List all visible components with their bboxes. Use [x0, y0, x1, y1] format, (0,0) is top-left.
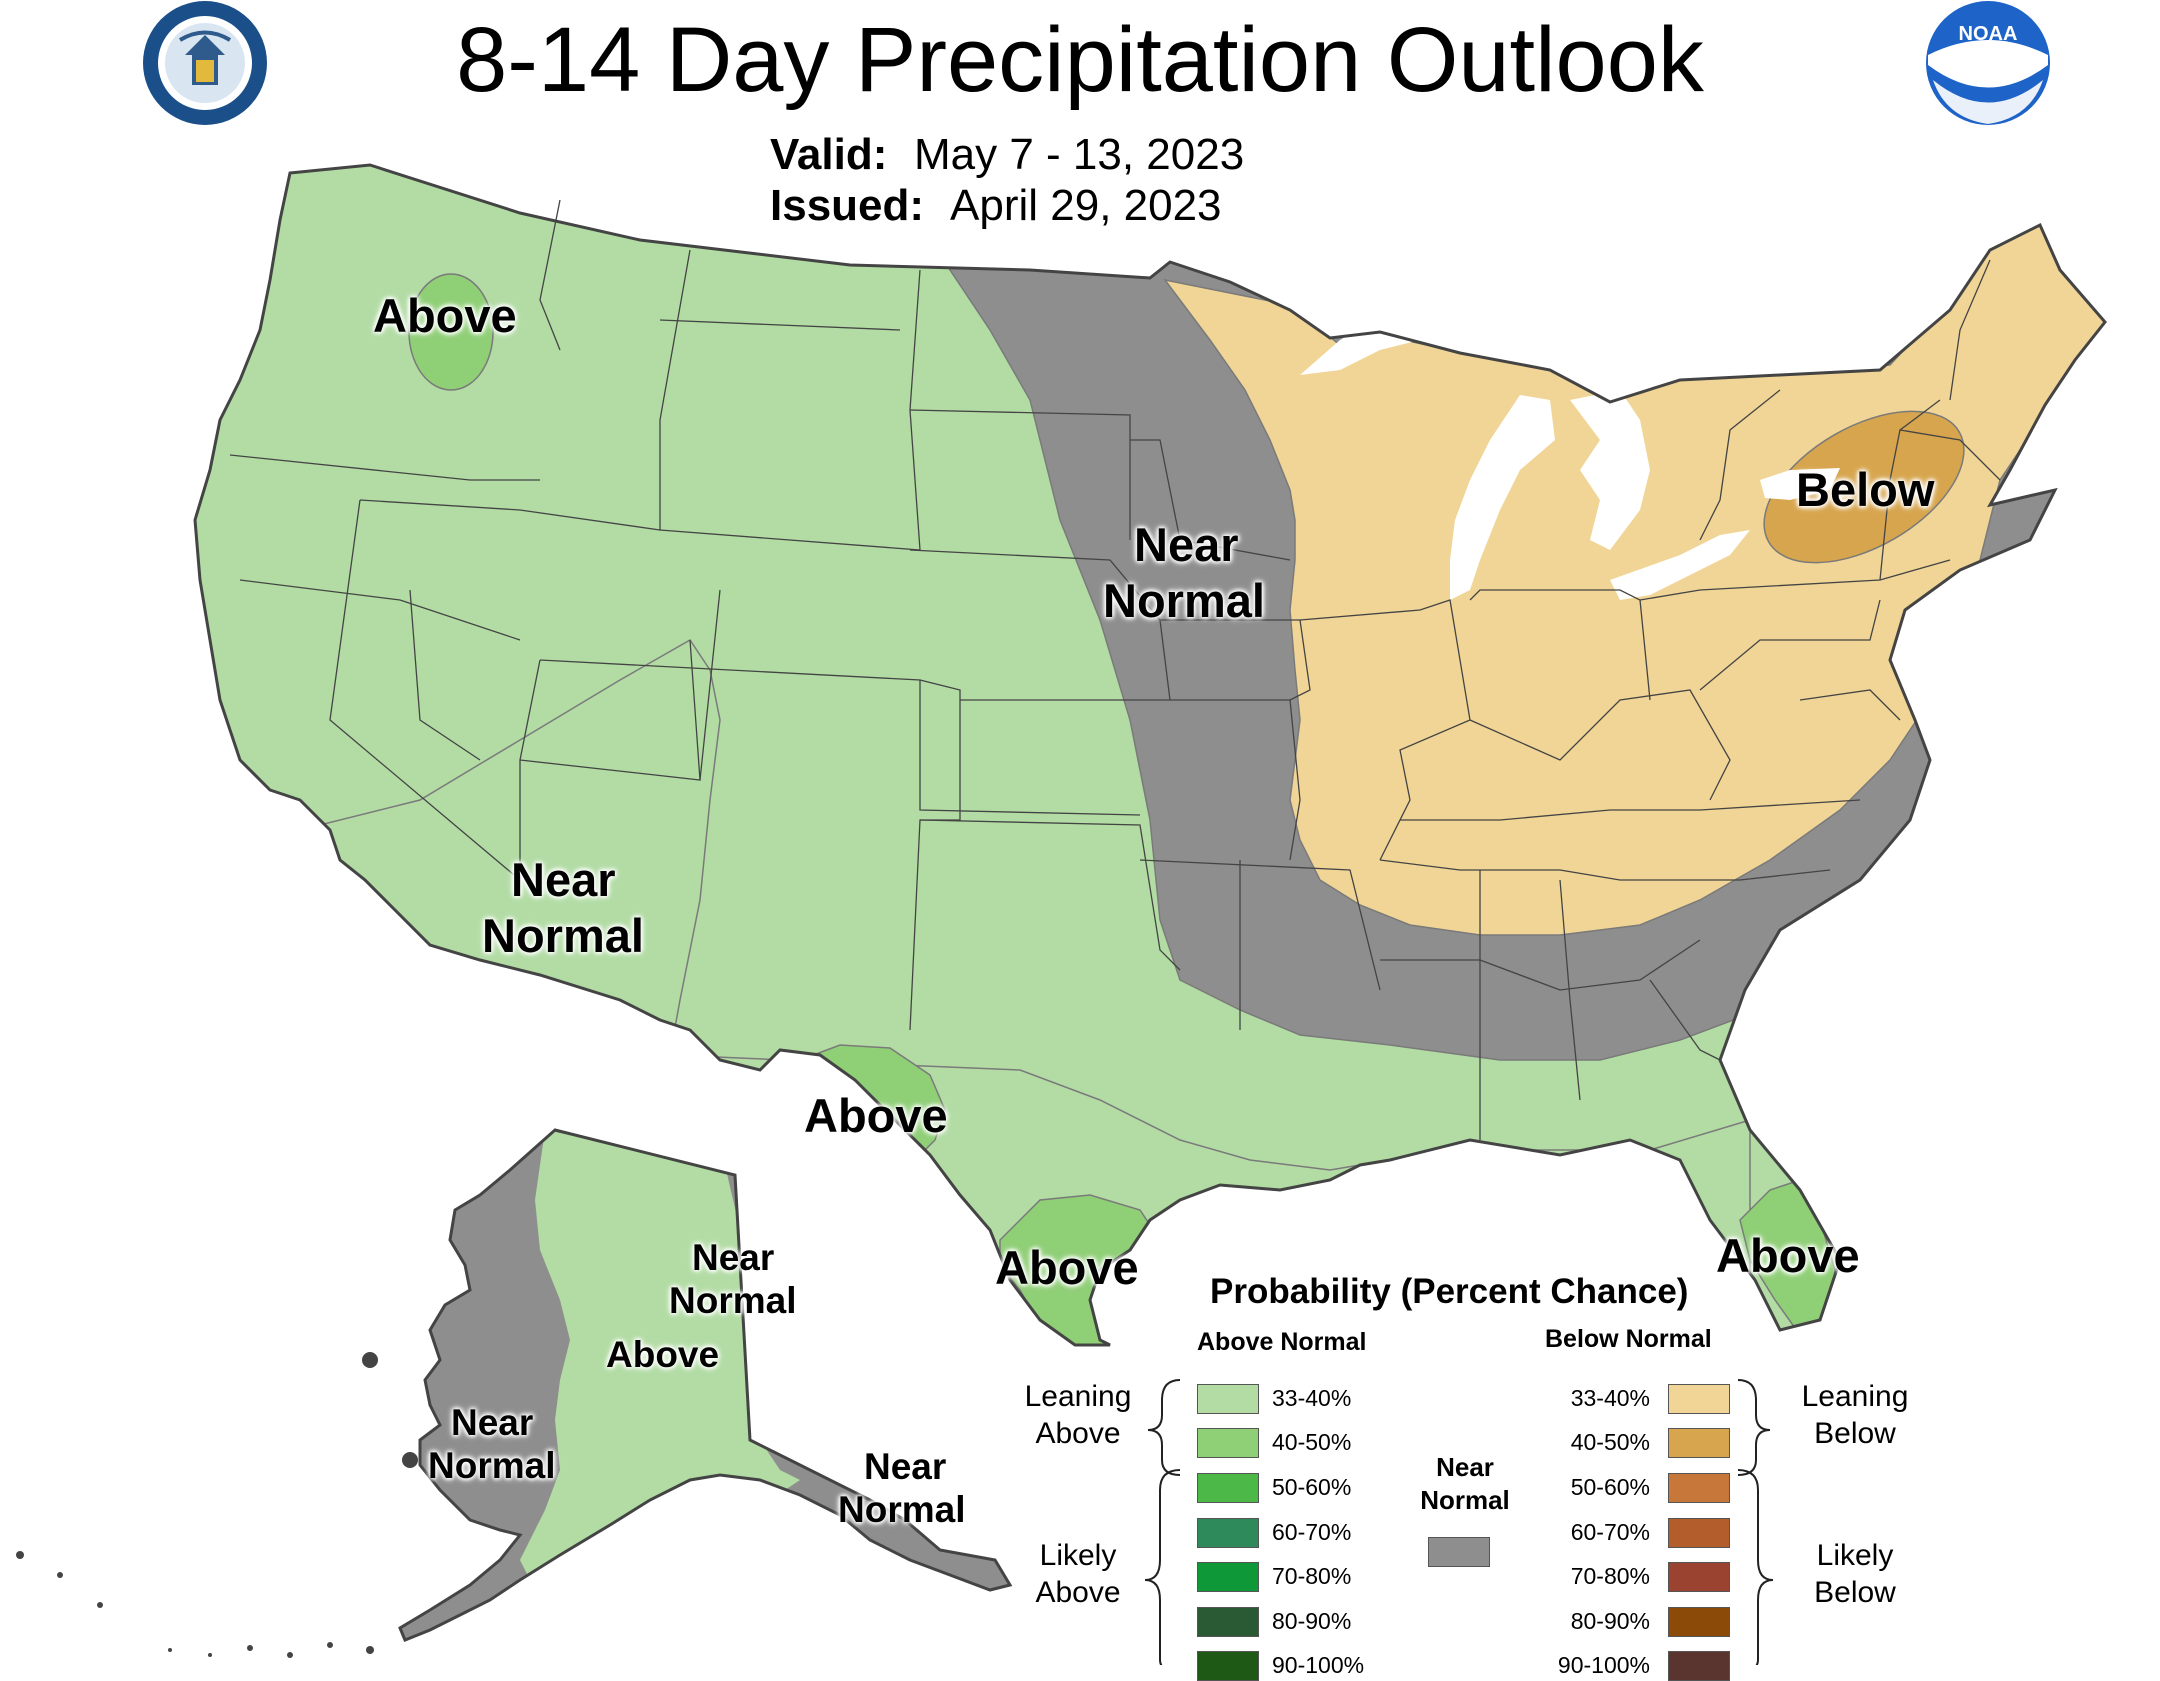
legend-likely-below-line-1: Likely — [1816, 1539, 1894, 1572]
legend-leaning-below-line-1: Leaning — [1801, 1380, 1909, 1413]
legend-leaning-above-label: Leaning Above — [1013, 1378, 1143, 1452]
noaa-logo-text: NOAA — [1959, 23, 2018, 45]
legend-below-range: 60-70% — [1570, 1519, 1650, 1545]
legend-above-swatch — [1197, 1473, 1259, 1503]
legend-likely-above-line-1: Likely — [1039, 1539, 1117, 1572]
region-label-texas-coast-above: Above — [995, 1241, 1139, 1294]
legend-above-range: 33-40% — [1272, 1385, 1352, 1411]
legend-near-normal-line-2: Normal — [1420, 1485, 1510, 1515]
legend-above-swatch — [1197, 1384, 1259, 1414]
legend-leaning-above-line-1: Leaning — [1024, 1380, 1132, 1413]
legend-below-range: 40-50% — [1570, 1429, 1650, 1455]
northeast-below-40-50-area — [1763, 410, 1965, 564]
valid-dates: May 7 - 13, 2023 — [914, 130, 1245, 179]
aleutian-islands — [16, 1352, 418, 1658]
region-label-alaska-above: Above — [606, 1334, 720, 1375]
legend-above-range: 50-60% — [1272, 1474, 1352, 1500]
legend-above-range: 70-80% — [1272, 1563, 1352, 1589]
legend-likely-below-line-2: Below — [1814, 1576, 1896, 1609]
legend-below-swatch — [1668, 1651, 1730, 1681]
legend-above-swatch — [1197, 1651, 1259, 1681]
legend-below-swatch — [1668, 1607, 1730, 1637]
region-label-southwest-near: Near — [511, 853, 616, 906]
noaa-logo: NOAA — [1926, 1, 2050, 125]
legend-leaning-below-label: Leaning Below — [1790, 1378, 1920, 1452]
washington-above-40-50-area — [408, 273, 494, 391]
legend-near-normal-swatch — [1428, 1537, 1490, 1567]
legend-above-range: 80-90% — [1272, 1608, 1352, 1634]
legend-below-range: 50-60% — [1570, 1474, 1650, 1500]
legend-below-swatch — [1668, 1473, 1730, 1503]
legend-above-swatch — [1197, 1562, 1259, 1592]
lake-michigan — [1450, 395, 1555, 600]
state-boundaries — [229, 199, 2001, 1140]
legend-leaning-below-line-2: Below — [1814, 1417, 1896, 1450]
lake-ontario — [1760, 468, 1840, 500]
legend-leaning-above-line-2: Above — [1035, 1417, 1121, 1450]
legend-below-range: 33-40% — [1570, 1385, 1650, 1411]
valid-label: Valid: — [770, 130, 888, 179]
legend-below-range: 80-90% — [1570, 1608, 1650, 1634]
legend-below-range: 70-80% — [1570, 1563, 1650, 1589]
legend-near-normal-label: Near Normal — [1400, 1451, 1530, 1517]
legend-above-swatch — [1197, 1518, 1259, 1548]
legend-above-header: Above Normal — [1197, 1328, 1367, 1356]
legend-below-header: Below Normal — [1545, 1325, 1712, 1353]
region-label-northeast-below: Below — [1796, 463, 1935, 516]
region-label-southwest-normal: Normal — [482, 909, 644, 962]
issued-date: April 29, 2023 — [950, 181, 1222, 230]
department-of-commerce-seal — [143, 1, 267, 125]
region-label-plains-normal: Normal — [1103, 574, 1265, 627]
region-label-alaska-west-near: Near — [451, 1402, 534, 1443]
region-label-alaska-west-normal: Normal — [428, 1445, 556, 1486]
region-label-washington-above: Above — [373, 289, 517, 342]
issued-label: Issued: — [770, 181, 925, 230]
legend-below-range: 90-100% — [1557, 1652, 1650, 1678]
region-label-plains-near: Near — [1134, 518, 1239, 571]
alaska-leaning-above-area — [520, 1130, 800, 1580]
legend-likely-below-label: Likely Below — [1790, 1537, 1920, 1611]
region-label-west-texas-above: Above — [804, 1089, 948, 1142]
alaska-outline — [398, 1128, 1013, 1642]
conus-outline — [193, 163, 2107, 1347]
region-label-florida-above: Above — [1716, 1229, 1860, 1282]
legend-above-range: 90-100% — [1272, 1652, 1365, 1678]
region-label-alaska-southeast-near: Near — [864, 1446, 947, 1487]
legend-likely-above-label: Likely Above — [1013, 1537, 1143, 1611]
legend-below-swatch — [1668, 1518, 1730, 1548]
legend-likely-above-line-2: Above — [1035, 1576, 1121, 1609]
legend-above-swatch — [1197, 1607, 1259, 1637]
lake-huron — [1570, 390, 1650, 550]
region-label-alaska-east-normal: Normal — [669, 1280, 797, 1321]
legend-above-range: 40-50% — [1272, 1429, 1352, 1455]
legend-below-swatch — [1668, 1428, 1730, 1458]
legend-title: Probability (Percent Chance) — [1210, 1272, 1689, 1311]
legend-below-swatch — [1668, 1384, 1730, 1414]
legend-near-normal-line-1: Near — [1436, 1452, 1494, 1482]
lake-erie — [1610, 530, 1750, 600]
legend-above-swatch — [1197, 1428, 1259, 1458]
legend-above-range: 60-70% — [1272, 1519, 1352, 1545]
legend-below-swatch — [1668, 1562, 1730, 1592]
region-label-alaska-east-near: Near — [692, 1237, 775, 1278]
region-label-alaska-southeast-normal: Normal — [838, 1489, 966, 1530]
map-title: 8-14 Day Precipitation Outlook — [456, 9, 1704, 111]
